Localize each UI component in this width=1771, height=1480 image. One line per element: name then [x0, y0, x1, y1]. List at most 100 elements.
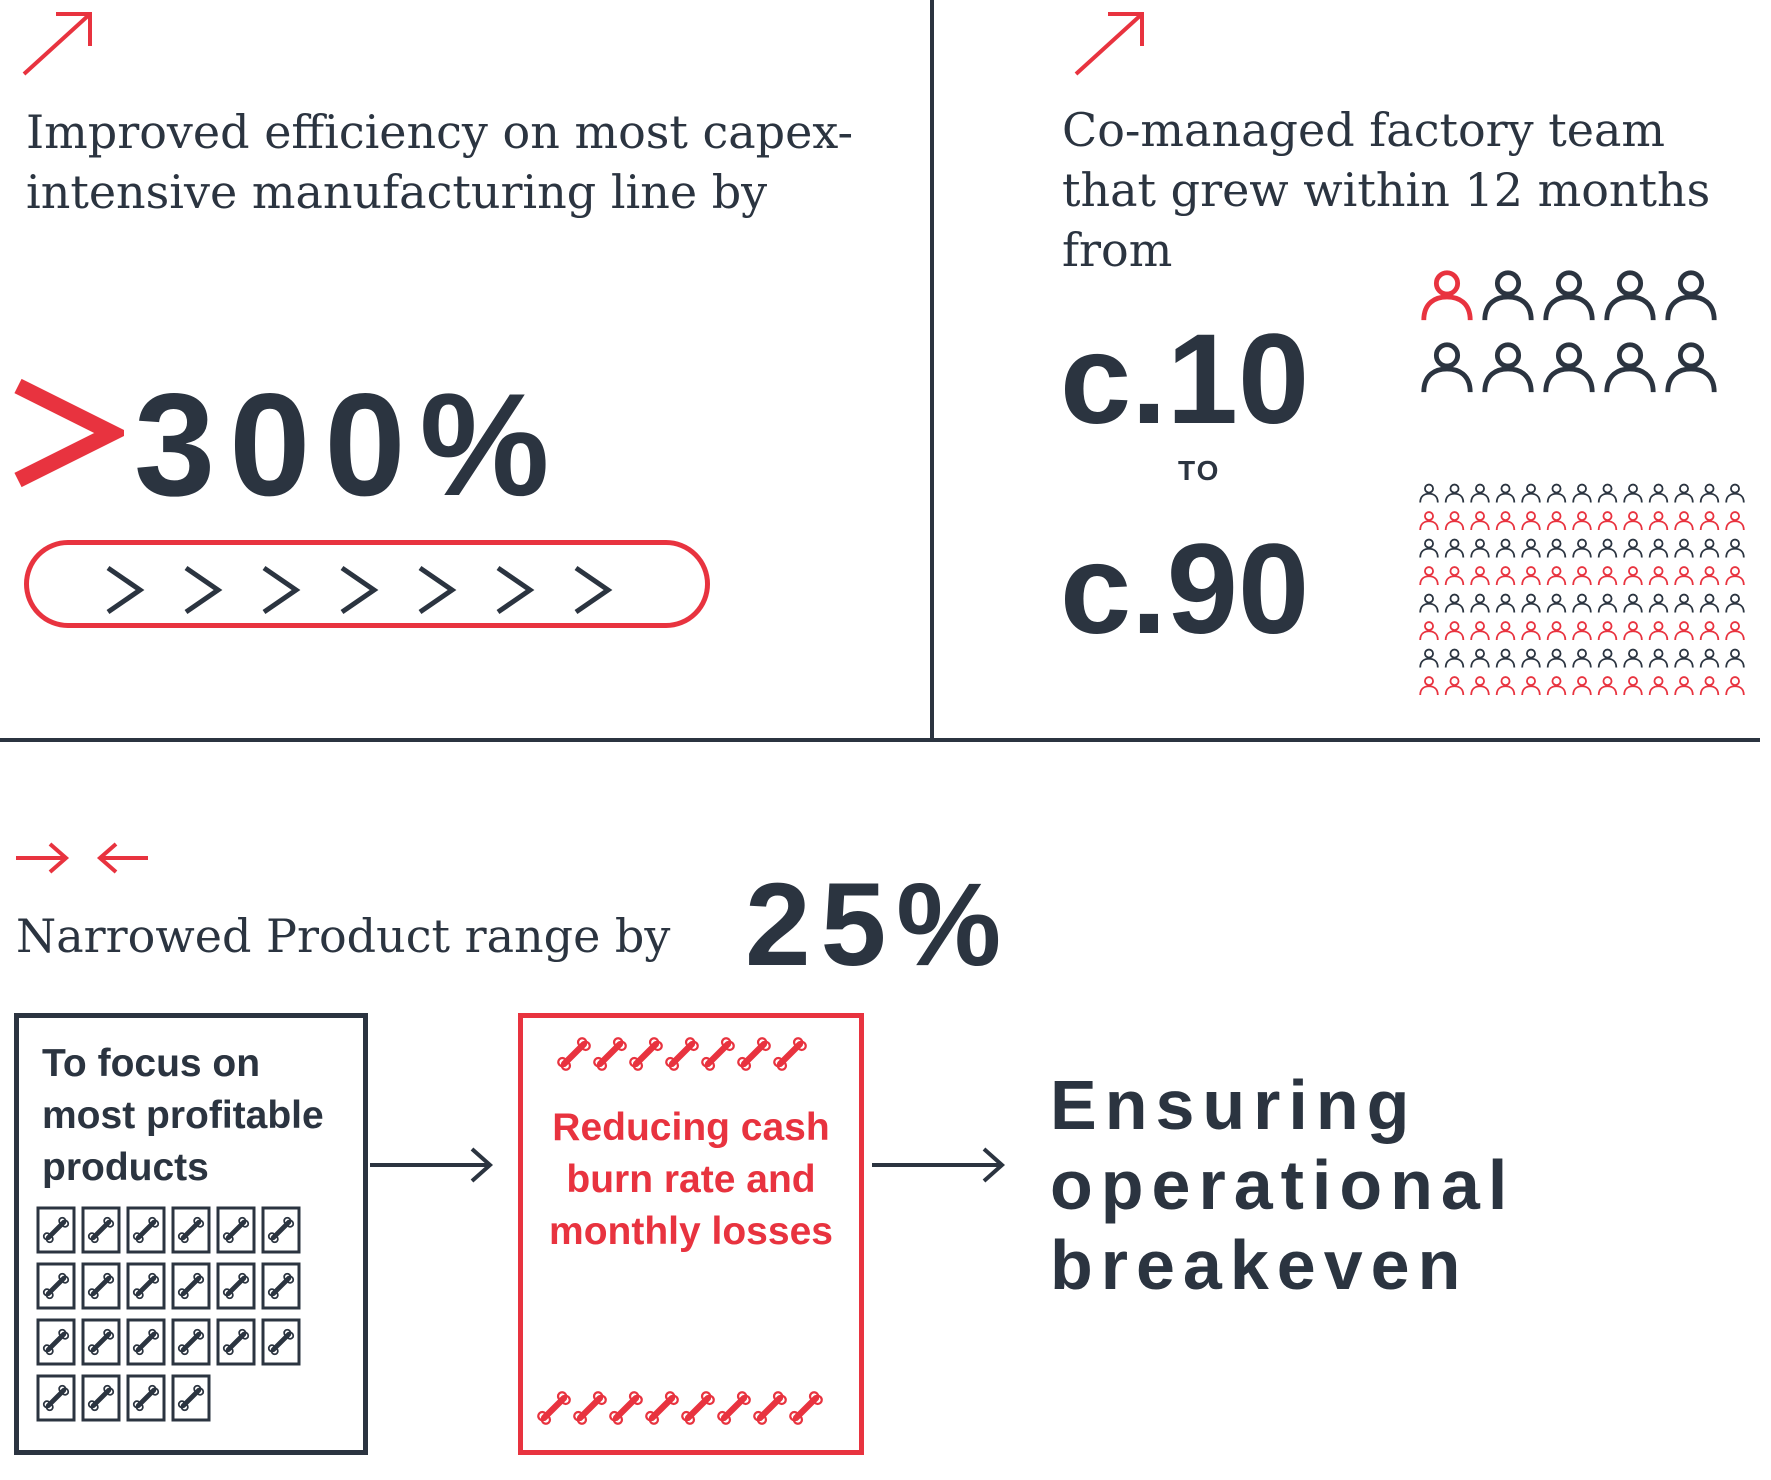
person-icon — [1444, 566, 1465, 586]
product-tile — [261, 1318, 301, 1366]
bone-icon — [89, 1218, 114, 1243]
person-icon — [1597, 483, 1618, 504]
person-icon — [1470, 676, 1490, 696]
greater-than-icon — [14, 378, 124, 488]
bone-icon — [702, 1038, 734, 1070]
bone-icon — [558, 1038, 590, 1070]
person-icon — [1444, 648, 1465, 669]
person-icon — [1648, 621, 1669, 641]
person-icon — [1623, 593, 1643, 614]
arrows-converge-icon — [16, 842, 148, 874]
person-icon — [1485, 345, 1531, 392]
product-tile — [171, 1318, 211, 1366]
chevron-right-icon — [574, 565, 613, 615]
person-icon — [1546, 593, 1567, 614]
person-icon — [1495, 566, 1516, 586]
person-icon — [1648, 676, 1669, 696]
product-tile — [36, 1206, 76, 1254]
cash-burn-text: Reducing cash burn rate and monthly loss… — [549, 1106, 833, 1253]
person-icon — [1597, 566, 1618, 586]
person-icon — [1725, 648, 1745, 669]
range-value: 25% — [745, 859, 1012, 991]
person-icon — [1470, 566, 1490, 586]
person-icon — [1607, 273, 1653, 320]
bone-icon — [718, 1392, 750, 1424]
person-icon — [1725, 538, 1745, 559]
person-icon — [1546, 273, 1592, 320]
person-icon — [1674, 593, 1694, 614]
person-icon — [1597, 511, 1618, 531]
bone-icon — [44, 1330, 69, 1355]
person-icon — [1674, 676, 1694, 696]
efficiency-heading: Improved efficiency on most capex-intens… — [26, 105, 854, 219]
person-icon — [1572, 511, 1592, 531]
person-icon — [1572, 483, 1592, 504]
person-icon — [1419, 621, 1439, 641]
person-icon — [1699, 566, 1720, 586]
product-grid — [36, 1206, 301, 1422]
person-icon — [1648, 538, 1669, 559]
person-icon — [1725, 621, 1745, 641]
product-tile — [171, 1374, 211, 1422]
person-icon — [1623, 483, 1643, 504]
person-icon — [1444, 676, 1465, 696]
arrow-right-icon — [370, 1147, 494, 1183]
person-icon — [1699, 483, 1720, 504]
person-icon — [1572, 593, 1592, 614]
person-icon — [1521, 483, 1541, 504]
person-icon — [1521, 538, 1541, 559]
person-icon — [1572, 676, 1592, 696]
bone-icon — [44, 1386, 69, 1411]
progress-chevrons — [106, 565, 613, 615]
product-tile — [81, 1318, 121, 1366]
product-tile — [126, 1262, 166, 1310]
chevron-right-icon — [106, 565, 145, 615]
person-icon — [1546, 538, 1567, 559]
team-from-value: c.10 — [1060, 308, 1310, 451]
product-tile — [261, 1206, 301, 1254]
person-icon — [1419, 538, 1439, 559]
person-icon — [1470, 621, 1490, 641]
person-icon — [1607, 345, 1653, 392]
horizontal-divider — [0, 738, 1760, 742]
bone-icon — [224, 1330, 249, 1355]
bone-row-top — [556, 1036, 846, 1076]
person-icon — [1495, 648, 1516, 669]
bone-icon — [134, 1386, 159, 1411]
product-tile — [126, 1318, 166, 1366]
person-icon — [1572, 538, 1592, 559]
bone-icon — [594, 1038, 626, 1070]
product-tile — [216, 1206, 256, 1254]
bone-icon — [44, 1274, 69, 1299]
person-icon — [1546, 345, 1592, 392]
person-icon — [1444, 593, 1465, 614]
bone-icon — [630, 1038, 662, 1070]
person-icon — [1521, 511, 1541, 531]
person-icon — [1419, 511, 1439, 531]
person-icon — [1444, 621, 1465, 641]
person-icon — [1444, 538, 1465, 559]
range-heading: Narrowed Product range by — [16, 909, 671, 963]
bone-icon — [774, 1038, 806, 1070]
bone-icon — [610, 1392, 642, 1424]
person-icon — [1674, 566, 1694, 586]
bone-icon — [646, 1392, 678, 1424]
bone-icon — [134, 1274, 159, 1299]
bone-icon — [790, 1392, 822, 1424]
arrow-up-right-icon — [1074, 12, 1144, 76]
person-icon — [1424, 273, 1470, 320]
team-to-value: c.90 — [1060, 518, 1310, 661]
person-icon — [1597, 648, 1618, 669]
bone-icon — [269, 1274, 294, 1299]
product-tile — [126, 1206, 166, 1254]
person-icon — [1623, 566, 1643, 586]
person-icon — [1699, 621, 1720, 641]
bone-icon — [224, 1218, 249, 1243]
team-to-label: TO — [1178, 455, 1221, 486]
person-icon — [1521, 676, 1541, 696]
bone-icon — [754, 1392, 786, 1424]
bone-icon — [224, 1274, 249, 1299]
profitable-products-text: To focus on most profitable products — [42, 1042, 324, 1189]
person-icon — [1725, 511, 1745, 531]
bone-icon — [44, 1218, 69, 1243]
